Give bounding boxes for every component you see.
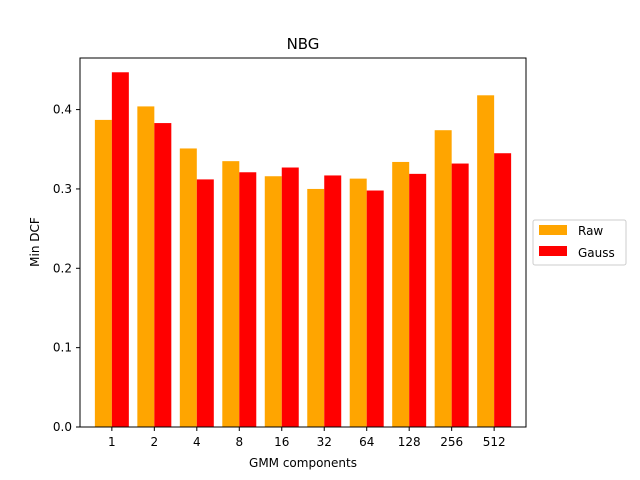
bar-raw-512: [477, 95, 495, 428]
x-tick-label: 64: [359, 435, 374, 449]
bar-raw-128: [392, 161, 410, 427]
bar-gauss-2: [154, 123, 172, 427]
bar-gauss-32: [324, 175, 342, 427]
plot-frame: [79, 57, 527, 428]
bar-gauss-16: [281, 167, 299, 427]
x-tick-label: 2: [151, 435, 159, 449]
x-tick-label: 128: [398, 435, 421, 449]
y-tick-label: 0.3: [53, 182, 72, 196]
x-tick-label: 1: [108, 435, 116, 449]
x-tick-label: 32: [317, 435, 332, 449]
bar-gauss-64: [366, 190, 384, 427]
x-axis-label: GMM components: [249, 456, 357, 470]
x-tick-label: 4: [193, 435, 201, 449]
y-tick-label: 0.1: [53, 341, 72, 355]
bar-gauss-512: [494, 153, 512, 428]
x-tick-label: 16: [274, 435, 289, 449]
bar-raw-16: [264, 176, 282, 427]
legend-label-raw: Raw: [578, 224, 603, 238]
legend-label-gauss: Gauss: [578, 246, 615, 260]
y-tick-label: 0.4: [53, 103, 72, 117]
legend-swatch-gauss: [539, 246, 567, 256]
bar-gauss-128: [409, 173, 427, 427]
chart-title: NBG: [287, 35, 320, 53]
y-tick-label: 0.2: [53, 261, 72, 275]
bar-raw-8: [222, 161, 240, 427]
bar-raw-256: [434, 130, 452, 427]
x-axis: 1 2 4 8 16 32 64 128 256 512: [108, 427, 506, 449]
x-tick-label: 8: [235, 435, 243, 449]
bar-raw-64: [349, 178, 367, 427]
y-axis: 0.0 0.1 0.2 0.3 0.4: [53, 103, 80, 434]
bar-gauss-8: [239, 172, 257, 427]
bar-raw-2: [137, 106, 155, 427]
legend: Raw Gauss: [532, 219, 627, 266]
x-tick-label: 512: [483, 435, 506, 449]
bars-layer: [94, 72, 512, 428]
x-tick-label: 256: [440, 435, 463, 449]
bar-raw-4: [179, 148, 197, 427]
y-tick-label: 0.0: [53, 420, 72, 434]
y-axis-label: Min DCF: [28, 217, 42, 267]
bar-gauss-1: [111, 72, 129, 427]
bar-raw-32: [307, 188, 325, 427]
bar-gauss-4: [196, 179, 214, 427]
legend-swatch-raw: [539, 225, 567, 235]
bar-gauss-256: [451, 163, 469, 428]
bar-raw-1: [94, 119, 112, 428]
